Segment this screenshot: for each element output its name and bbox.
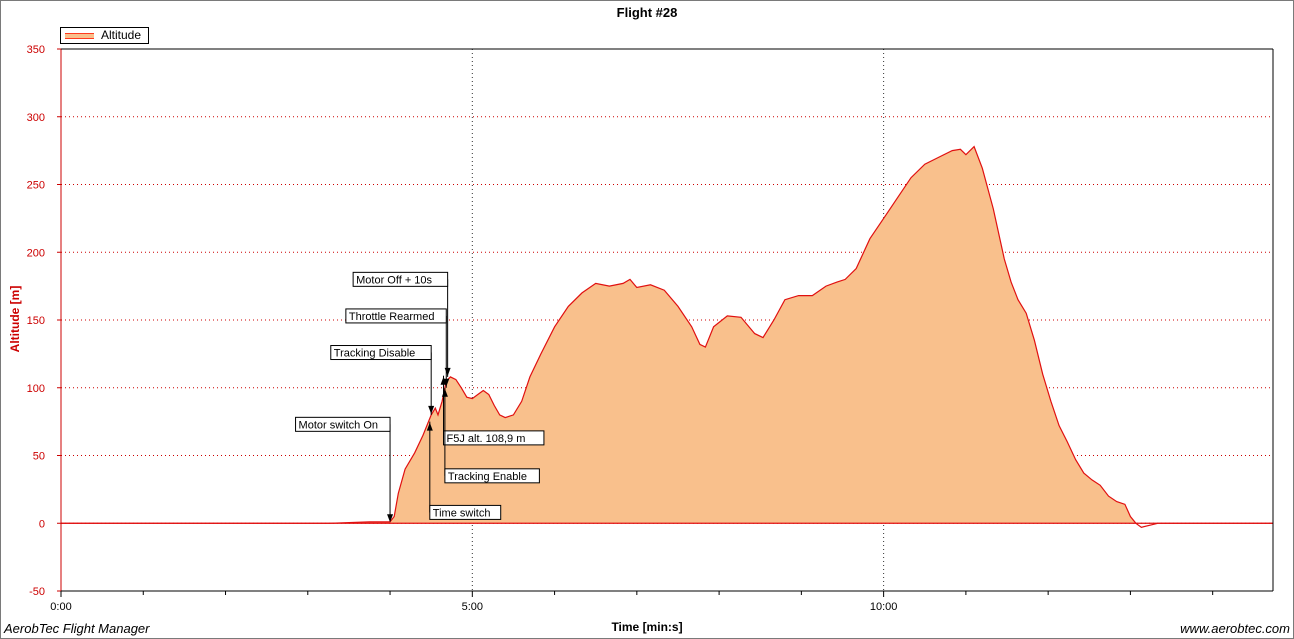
ytick-label-300: 300	[27, 112, 45, 124]
ytick-label-350: 350	[27, 44, 45, 56]
annotation-f5j-alt-108-9-m-label: F5J alt. 108,9 m	[447, 433, 526, 445]
ytick-label-200: 200	[27, 247, 45, 259]
ytick-label-0: 0	[39, 518, 45, 530]
ytick-label-250: 250	[27, 180, 45, 192]
annotation-throttle-rearmed-box	[345, 308, 447, 324]
annotation-tracking-disable-arrow	[428, 405, 435, 414]
annotation-tracking-disable-box	[330, 345, 432, 361]
x-axis-label: Time [min:s]	[611, 620, 683, 634]
xtick-label-10:00: 10:00	[870, 601, 898, 613]
ytick-label-50: 50	[33, 451, 45, 463]
annotation-tracking-enable-arrow	[441, 388, 448, 397]
series-altitude-line	[61, 145, 1273, 528]
website-footer: www.aerobtec.com	[1180, 621, 1290, 636]
annotation-motor-switch-on-box	[295, 416, 391, 432]
ytick-label--50: -50	[29, 586, 45, 598]
annotation-motor-switch-on-label: Motor switch On	[299, 419, 378, 431]
xtick-label-5:00: 5:00	[462, 601, 483, 613]
app-name-footer: AerobTec Flight Manager	[4, 621, 150, 636]
annotation-time-switch-arrow	[426, 422, 433, 431]
y-axis-label: Altitude [m]	[8, 285, 22, 353]
annotation-throttle-rearmed-label: Throttle Rearmed	[349, 311, 435, 323]
annotation-motor-off-10s-label: Motor Off + 10s	[356, 274, 432, 286]
annotation-tracking-enable-box	[444, 468, 540, 484]
legend-label-altitude: Altitude	[101, 28, 142, 42]
annotation-f5j-alt-108-9-m-box	[443, 430, 545, 446]
annotation-time-switch-label: Time switch	[433, 507, 491, 519]
annotation-f5j-alt-108-9-m-arrow	[440, 376, 447, 385]
annotation-motor-off-10s-arrow	[444, 367, 451, 376]
ytick-label-150: 150	[27, 315, 45, 327]
annotation-tracking-enable-label: Tracking Enable	[448, 471, 527, 483]
series-altitude-area	[61, 146, 1273, 524]
legend: Altitude	[60, 27, 149, 44]
xtick-label-0:00: 0:00	[50, 601, 71, 613]
annotation-motor-switch-on-arrow	[387, 514, 394, 523]
chart-title: Flight #28	[616, 5, 678, 20]
annotation-motor-off-10s-box	[352, 271, 449, 287]
legend-swatch-altitude	[65, 33, 94, 39]
annotation-tracking-disable-label: Tracking Disable	[334, 348, 416, 360]
ytick-label-100: 100	[27, 383, 45, 395]
annotation-time-switch-box	[429, 504, 502, 520]
